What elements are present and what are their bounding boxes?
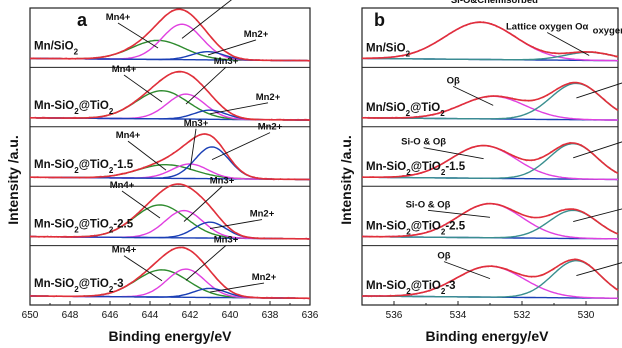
annotation-arrow — [117, 22, 159, 49]
annotation-arrow — [453, 85, 494, 106]
y-axis-label-a: Intensity /a.u. — [5, 135, 21, 224]
x-tick-label: 638 — [262, 310, 279, 321]
panel-b: 536 534 532 530 Mn/SiO2 Si-O&Chemisorbed oxyge… — [361, 0, 622, 321]
sample-label: Mn-SiO2@TiO2-1.5 — [34, 159, 134, 175]
sample-label: Mn-SiO2@TiO2-1.5 — [366, 161, 466, 177]
component-peak-oalpha — [362, 260, 619, 298]
sample-label: Mn/SiO2@TiO2 — [366, 102, 445, 118]
peak-annotation: Mn2+ — [256, 92, 281, 103]
x-axis-label-a: Binding energy/eV — [109, 328, 233, 344]
x-tick-label: 532 — [514, 310, 531, 321]
annotation-arrow — [443, 261, 491, 280]
x-tick-label: 646 — [102, 310, 119, 321]
fitted-envelope — [30, 133, 310, 181]
panel-tag-a: a — [77, 10, 88, 30]
raw-spectrum — [361, 141, 619, 179]
peak-annotation: Mn3+ — [184, 118, 209, 129]
raw-spectrum — [361, 202, 619, 238]
annotation-arrow — [123, 74, 163, 103]
peak-annotation: Lattice oxygen Oα — [506, 22, 589, 33]
peak-annotation: oxygen Oβ — [593, 26, 622, 37]
annotation-arrow — [185, 245, 227, 281]
peak-annotation: Mn3+ — [210, 176, 235, 187]
annotation-arrow — [123, 255, 163, 282]
raw-spectrum — [29, 8, 311, 62]
annotation-arrow — [423, 147, 484, 160]
annotation-arrow — [576, 82, 622, 99]
peak-annotation: Mn3+ — [214, 56, 239, 67]
x-tick-label: 534 — [450, 310, 467, 321]
peak-annotation: Mn4+ — [110, 180, 135, 191]
x-tick-label: 650 — [22, 310, 39, 321]
x-tick-label: 530 — [578, 310, 595, 321]
annotation-arrow — [209, 102, 269, 115]
annotation-arrow — [181, 0, 232, 39]
x-tick-label: 640 — [222, 310, 239, 321]
raw-spectrum — [29, 71, 310, 121]
annotation-arrow — [211, 132, 271, 161]
panel-tag-b: b — [374, 10, 385, 30]
sample-label: Mn-SiO2@TiO2-3 — [34, 278, 124, 294]
peak-annotation: Mn2+ — [244, 29, 269, 40]
peak-annotation: Si-O & Oβ — [401, 137, 446, 148]
component-peak-oalpha — [362, 209, 619, 239]
annotation-arrow — [189, 128, 197, 170]
peak-annotation: Mn3+ — [214, 234, 239, 245]
annotation-arrow — [183, 186, 223, 222]
sample-label: Mn-SiO2@TiO2-3 — [366, 280, 456, 296]
annotation-arrow — [207, 39, 257, 56]
annotation-arrow — [573, 141, 622, 159]
annotation-arrow — [127, 140, 167, 171]
peak-annotation: Si-O & Oβ — [406, 199, 451, 210]
annotation-arrow — [573, 208, 622, 223]
annotation-arrow — [209, 282, 265, 293]
raw-spectrum — [29, 133, 311, 181]
peak-annotation: Mn4+ — [116, 130, 141, 141]
x-tick-label: 648 — [62, 310, 79, 321]
peak-annotation: Si-O&Chemisorbed — [451, 0, 538, 6]
annotation-arrow — [546, 32, 590, 56]
peak-annotation: Oβ — [437, 251, 450, 262]
raw-spectrum — [361, 21, 619, 60]
x-tick-label: 536 — [386, 310, 403, 321]
x-tick-label: 642 — [182, 310, 199, 321]
x-tick-label: 644 — [142, 310, 159, 321]
y-axis-label-b: Intensity /a.u. — [338, 135, 354, 224]
annotation-arrow — [209, 219, 263, 229]
sample-label: Mn-SiO2@TiO2 — [34, 100, 114, 116]
sample-label: Mn/SiO2 — [34, 40, 79, 56]
sample-label: Mn-SiO2@TiO2-2.5 — [366, 221, 466, 237]
raw-spectrum — [361, 258, 619, 298]
raw-spectrum — [29, 183, 311, 240]
x-axis-label-b: Binding energy/eV — [426, 328, 550, 344]
annotation-arrow — [427, 209, 491, 218]
component-peak-oalpha — [362, 51, 619, 61]
annotation-arrow — [576, 262, 622, 277]
panel-a: 650 648 646 644 642 640 638 636 Mn/SiO2 Mn4+ Mn3+ M… — [22, 0, 319, 321]
annotation-arrow — [185, 66, 227, 105]
annotation-arrow — [121, 190, 161, 219]
raw-spectrum — [361, 81, 619, 120]
x-tick-label: 636 — [302, 310, 319, 321]
peak-annotation: Mn4+ — [112, 245, 137, 256]
peak-annotation: Mn4+ — [112, 64, 137, 75]
peak-annotation: Mn2+ — [252, 272, 277, 283]
raw-spectrum — [29, 246, 311, 300]
peak-annotation: Mn4+ — [106, 12, 131, 23]
peak-annotation: Mn2+ — [250, 209, 275, 220]
sample-label: Mn/SiO2 — [366, 42, 411, 58]
peak-annotation: Mn2+ — [258, 122, 283, 133]
peak-annotation: Oβ — [447, 75, 460, 86]
sample-label: Mn-SiO2@TiO2-2.5 — [34, 219, 134, 235]
plot-frame — [29, 7, 311, 306]
